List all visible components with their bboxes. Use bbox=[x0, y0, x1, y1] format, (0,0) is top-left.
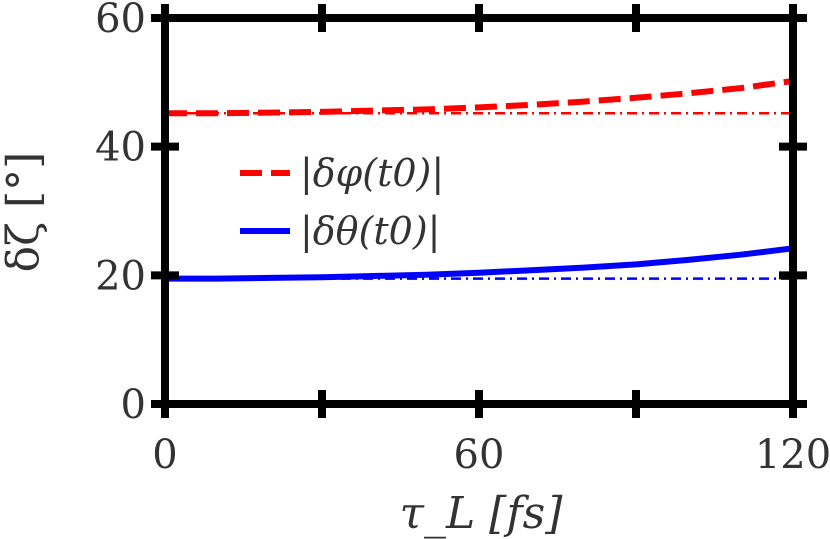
x-tick-label-120: 120 bbox=[755, 432, 830, 478]
y-tick-label-0: 0 bbox=[121, 382, 146, 428]
y-tick-label-60: 60 bbox=[95, 0, 146, 42]
x-tick-label-60: 60 bbox=[454, 432, 505, 478]
legend: |δφ(t0)| |δθ(t0)| bbox=[240, 151, 444, 253]
axis-ticks bbox=[151, 4, 807, 418]
plot-frame-rect bbox=[161, 14, 797, 408]
x-axis-label: τ_L [fs] bbox=[400, 488, 564, 539]
x-tick-label-0: 0 bbox=[152, 432, 177, 478]
y-tick-label-20: 20 bbox=[95, 253, 146, 299]
legend-label-dtheta: |δθ(t0)| bbox=[300, 209, 440, 253]
series-line-0-dashed bbox=[165, 78, 794, 117]
tick-labels: 0 60 120 0 20 40 60 bbox=[95, 0, 830, 478]
series-layer bbox=[165, 78, 794, 282]
plot-frame bbox=[161, 14, 797, 408]
y-axis-label: δζ [°] bbox=[0, 152, 49, 273]
series-line-2-solid bbox=[165, 245, 794, 282]
legend-label-dphi: |δφ(t0)| bbox=[300, 151, 444, 195]
y-tick-label-40: 40 bbox=[95, 125, 146, 171]
